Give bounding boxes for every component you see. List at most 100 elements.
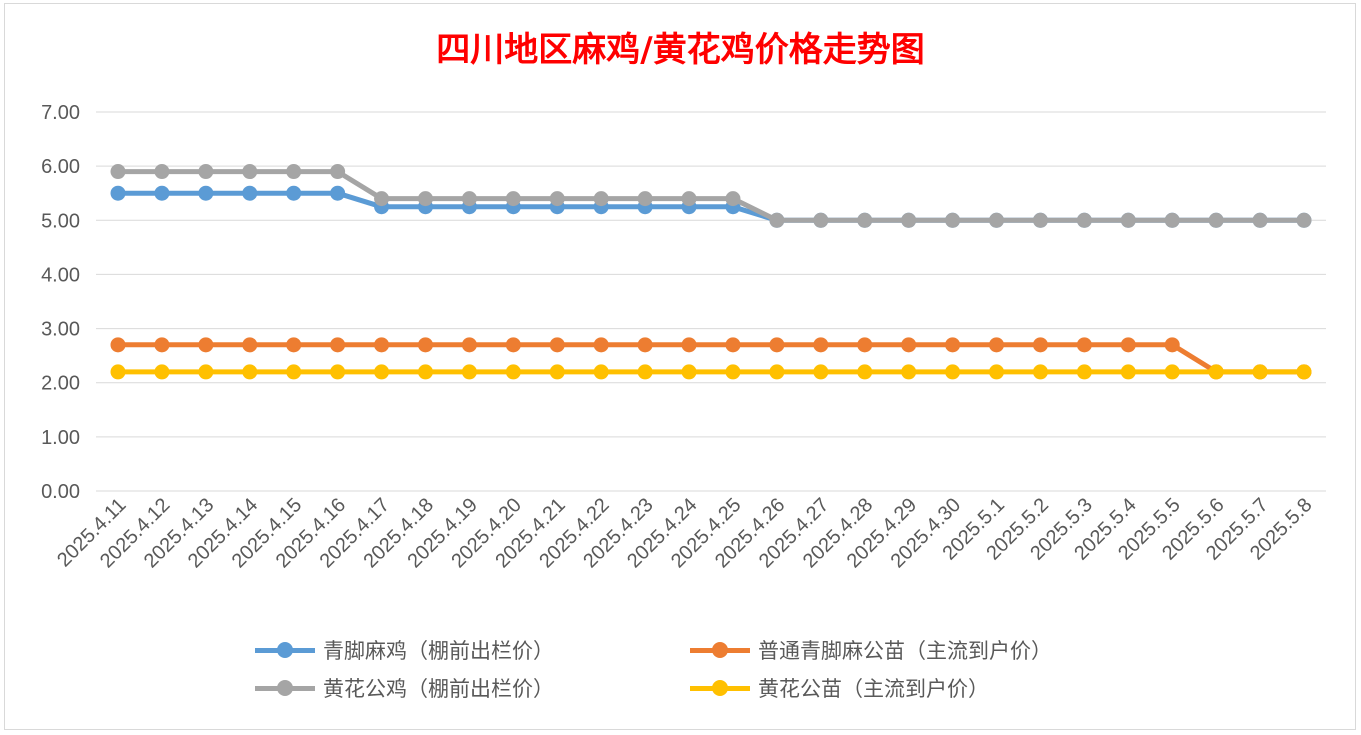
data-point: [198, 364, 214, 380]
data-point: [593, 364, 609, 380]
data-point: [374, 337, 390, 353]
data-point: [901, 364, 917, 380]
data-point: [1164, 212, 1180, 228]
data-point: [110, 185, 126, 201]
data-point: [989, 337, 1005, 353]
y-tick-label: 3.00: [41, 319, 80, 341]
data-point: [1032, 337, 1048, 353]
data-point: [1076, 364, 1092, 380]
y-tick-label: 0.00: [41, 481, 80, 503]
data-point: [637, 191, 653, 207]
data-point: [374, 364, 390, 380]
legend: 青脚麻鸡（棚前出栏价） 普通青脚麻公苗（主流到户价） 黄花公鸡（棚前出栏价） 黄…: [255, 632, 1155, 712]
data-point: [417, 337, 433, 353]
data-point: [857, 364, 873, 380]
legend-item-huanghua-gongji: 黄花公鸡（棚前出栏价）: [255, 670, 554, 706]
data-point: [154, 185, 170, 201]
legend-label-putong-gongmiao: 普通青脚麻公苗（主流到户价）: [758, 639, 1052, 663]
legend-swatch-huanghua-gongji: [255, 678, 315, 698]
data-point: [681, 191, 697, 207]
data-point: [813, 364, 829, 380]
data-point: [725, 337, 741, 353]
data-point: [901, 212, 917, 228]
data-point: [945, 337, 961, 353]
data-point: [1208, 212, 1224, 228]
data-point: [1164, 364, 1180, 380]
data-point: [461, 191, 477, 207]
y-tick-label: 6.00: [41, 156, 80, 178]
y-tick-label: 1.00: [41, 427, 80, 449]
data-point: [593, 191, 609, 207]
data-point: [1120, 337, 1136, 353]
data-point: [637, 364, 653, 380]
data-point: [725, 191, 741, 207]
legend-label-huanghua-gongji: 黄花公鸡（棚前出栏价）: [323, 677, 554, 701]
data-point: [857, 212, 873, 228]
data-point: [330, 164, 346, 180]
data-point: [505, 337, 521, 353]
data-point: [1032, 364, 1048, 380]
data-point: [769, 212, 785, 228]
data-point: [1252, 212, 1268, 228]
y-tick-label: 7.00: [41, 102, 80, 124]
legend-swatch-qingjiao-maji: [255, 640, 315, 660]
data-point: [374, 191, 390, 207]
data-point: [1164, 337, 1180, 353]
data-point: [1120, 364, 1136, 380]
data-point: [110, 337, 126, 353]
series-line: [115, 342, 1307, 375]
data-point: [154, 337, 170, 353]
data-point: [1120, 212, 1136, 228]
data-point: [681, 364, 697, 380]
data-point: [989, 212, 1005, 228]
data-point: [242, 185, 258, 201]
legend-swatch-huanghua-gongmiao: [690, 678, 750, 698]
data-point: [154, 364, 170, 380]
data-point: [198, 185, 214, 201]
legend-swatch-putong-gongmiao: [690, 640, 750, 660]
data-point: [1296, 364, 1312, 380]
data-point: [1208, 364, 1224, 380]
data-point: [198, 164, 214, 180]
data-point: [549, 337, 565, 353]
data-point: [330, 337, 346, 353]
series-line: [115, 169, 1307, 223]
data-point: [1032, 212, 1048, 228]
legend-item-huanghua-gongmiao: 黄花公苗（主流到户价）: [690, 670, 989, 706]
data-point: [549, 364, 565, 380]
y-tick-label: 2.00: [41, 373, 80, 395]
y-tick-label: 4.00: [41, 264, 80, 286]
legend-label-huanghua-gongmiao: 黄花公苗（主流到户价）: [758, 677, 989, 701]
data-point: [769, 337, 785, 353]
data-point: [989, 364, 1005, 380]
data-point: [286, 185, 302, 201]
data-point: [637, 337, 653, 353]
chart-title: 四川地区麻鸡/黄花鸡价格走势图: [436, 30, 925, 70]
data-point: [1076, 337, 1092, 353]
legend-item-putong-gongmiao: 普通青脚麻公苗（主流到户价）: [690, 632, 1052, 668]
data-point: [198, 337, 214, 353]
legend-label-qingjiao-maji: 青脚麻鸡（棚前出栏价）: [323, 639, 554, 663]
data-point: [110, 364, 126, 380]
data-point: [286, 364, 302, 380]
y-tick-label: 5.00: [41, 210, 80, 232]
data-point: [681, 337, 697, 353]
data-point: [242, 164, 258, 180]
data-point: [330, 185, 346, 201]
data-point: [813, 212, 829, 228]
data-point: [945, 364, 961, 380]
data-point: [286, 337, 302, 353]
data-point: [549, 191, 565, 207]
data-point: [461, 337, 477, 353]
data-point: [110, 164, 126, 180]
data-point: [330, 364, 346, 380]
data-point: [1076, 212, 1092, 228]
data-point: [417, 191, 433, 207]
data-point: [857, 337, 873, 353]
data-point: [725, 364, 741, 380]
legend-item-qingjiao-maji: 青脚麻鸡（棚前出栏价）: [255, 632, 554, 668]
data-point: [945, 212, 961, 228]
data-point: [769, 364, 785, 380]
data-point: [813, 337, 829, 353]
